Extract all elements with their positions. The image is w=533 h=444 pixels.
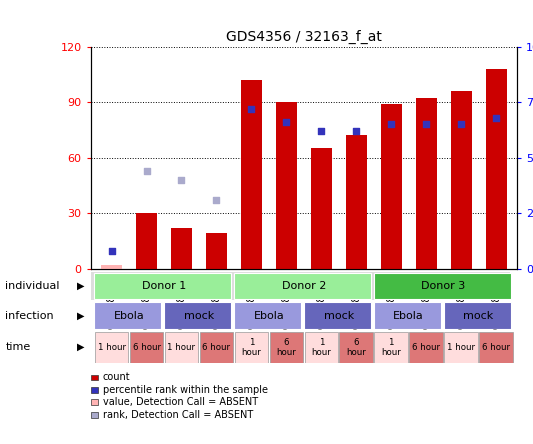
Bar	[486, 69, 506, 269]
Bar	[241, 80, 262, 269]
Bar	[200, 332, 233, 363]
Bar	[304, 332, 338, 363]
Text: Ebola: Ebola	[254, 311, 284, 321]
Bar	[374, 273, 511, 299]
Text: 6
hour: 6 hour	[346, 337, 366, 357]
Bar	[340, 332, 373, 363]
Bar	[206, 234, 227, 269]
Point	[422, 121, 431, 128]
Bar	[346, 135, 367, 269]
Point	[247, 105, 256, 112]
Point	[177, 176, 185, 183]
Point	[352, 127, 360, 135]
Point	[107, 247, 116, 254]
Text: rank, Detection Call = ABSENT: rank, Detection Call = ABSENT	[103, 410, 253, 420]
Bar	[171, 228, 192, 269]
Text: mock: mock	[463, 311, 494, 321]
Text: mock: mock	[324, 311, 354, 321]
Bar	[416, 99, 437, 269]
Bar	[234, 273, 371, 299]
Text: Ebola: Ebola	[393, 311, 424, 321]
Text: Donor 2: Donor 2	[281, 281, 326, 291]
Bar	[445, 332, 478, 363]
Bar	[381, 104, 402, 269]
Text: 6 hour: 6 hour	[203, 343, 230, 352]
Bar	[94, 273, 231, 299]
Bar	[374, 302, 441, 329]
Text: 1
hour: 1 hour	[241, 337, 261, 357]
Point	[457, 121, 465, 128]
Bar	[95, 332, 128, 363]
Text: 1 hour: 1 hour	[447, 343, 475, 352]
Bar	[409, 332, 443, 363]
Title: GDS4356 / 32163_f_at: GDS4356 / 32163_f_at	[226, 30, 382, 44]
Point	[212, 196, 221, 203]
Text: 6 hour: 6 hour	[482, 343, 510, 352]
Text: count: count	[103, 373, 131, 382]
Bar	[276, 102, 297, 269]
Bar	[374, 332, 408, 363]
Bar	[94, 302, 161, 329]
Point	[317, 127, 326, 135]
Text: ▶: ▶	[77, 311, 85, 321]
Text: time: time	[5, 342, 30, 352]
Bar	[311, 148, 332, 269]
Text: 1 hour: 1 hour	[98, 343, 126, 352]
Text: 1 hour: 1 hour	[167, 343, 196, 352]
Text: 6
hour: 6 hour	[277, 337, 296, 357]
Bar	[443, 302, 511, 329]
Bar	[479, 332, 513, 363]
Text: Donor 1: Donor 1	[142, 281, 186, 291]
Bar	[235, 332, 268, 363]
Bar	[101, 265, 122, 269]
Text: ▶: ▶	[77, 342, 85, 352]
Bar	[165, 332, 198, 363]
Point	[492, 114, 500, 121]
Point	[142, 167, 151, 174]
Bar	[304, 302, 371, 329]
Bar	[234, 302, 301, 329]
Bar	[270, 332, 303, 363]
Text: 6 hour: 6 hour	[133, 343, 160, 352]
Text: mock: mock	[184, 311, 214, 321]
Text: 6 hour: 6 hour	[412, 343, 440, 352]
Point	[387, 121, 395, 128]
Text: percentile rank within the sample: percentile rank within the sample	[103, 385, 268, 395]
Bar	[164, 302, 231, 329]
Bar	[130, 332, 163, 363]
Text: infection: infection	[5, 311, 54, 321]
Bar	[450, 91, 472, 269]
Text: Donor 3: Donor 3	[422, 281, 466, 291]
Text: Ebola: Ebola	[114, 311, 144, 321]
Point	[282, 119, 290, 126]
Text: value, Detection Call = ABSENT: value, Detection Call = ABSENT	[103, 397, 258, 407]
Bar	[136, 213, 157, 269]
Text: ▶: ▶	[77, 281, 85, 291]
Text: individual: individual	[5, 281, 60, 291]
Text: 1
hour: 1 hour	[381, 337, 401, 357]
Text: 1
hour: 1 hour	[311, 337, 331, 357]
